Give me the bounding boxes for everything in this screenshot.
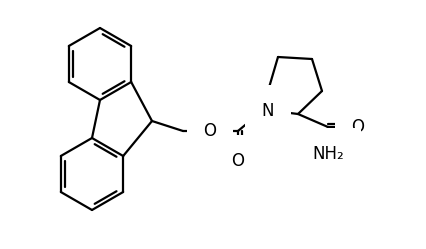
- Text: O: O: [231, 152, 245, 170]
- Text: NH₂: NH₂: [312, 145, 344, 163]
- Text: N: N: [262, 102, 274, 120]
- Text: O: O: [204, 122, 216, 140]
- Text: N: N: [262, 102, 274, 120]
- Text: O: O: [351, 118, 365, 136]
